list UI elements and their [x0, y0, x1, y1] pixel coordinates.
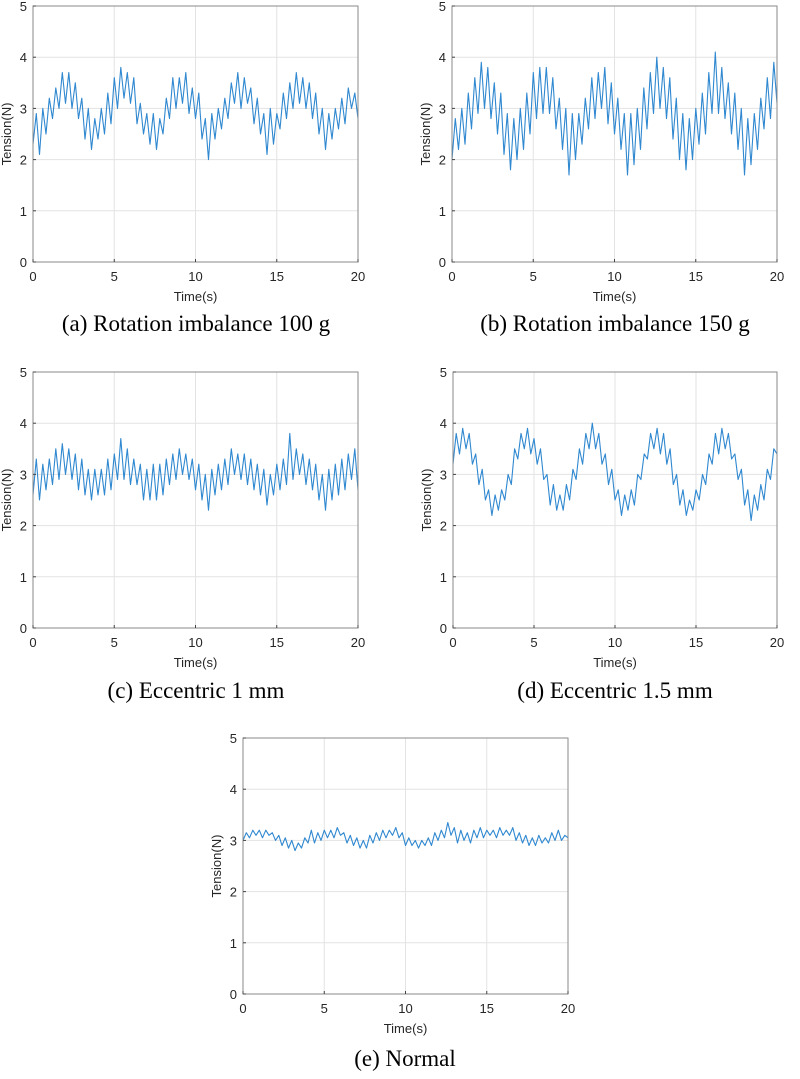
y-tick-label: 4 — [20, 416, 27, 431]
y-tick-label: 3 — [439, 101, 446, 116]
x-tick-label: 5 — [530, 269, 537, 284]
y-tick-label: 5 — [440, 365, 447, 380]
y-tick-label: 2 — [20, 519, 27, 534]
caption-c: (c) Eccentric 1 mm — [107, 678, 285, 703]
y-axis-label: Tension(N) — [0, 469, 14, 532]
y-axis-label: Tension(N) — [418, 103, 433, 166]
x-tick-label: 0 — [449, 635, 456, 650]
x-tick-label: 15 — [689, 269, 703, 284]
x-axis-label: Time(s) — [593, 289, 637, 304]
y-tick-label: 1 — [230, 936, 237, 951]
subplot-b: 0 5 10 15 20 0 1 2 3 4 5 Time(s) Tension(N) — [418, 0, 784, 304]
y-tick-label: 3 — [230, 833, 237, 848]
y-tick-label: 5 — [20, 0, 27, 14]
series-line — [452, 422, 778, 522]
x-tick-label: 5 — [111, 269, 118, 284]
y-tick-label: 4 — [230, 782, 237, 797]
x-axis-label: Time(s) — [384, 1021, 428, 1036]
x-axis-label: Time(s) — [174, 655, 218, 670]
x-tick-label: 20 — [770, 635, 784, 650]
x-tick-label: 10 — [188, 635, 202, 650]
y-tick-label: 0 — [439, 255, 446, 270]
x-tick-label: 10 — [608, 635, 622, 650]
x-tick-label: 0 — [448, 269, 455, 284]
y-tick-label: 3 — [440, 467, 447, 482]
y-tick-label: 2 — [439, 153, 446, 168]
y-tick-label: 0 — [440, 621, 447, 636]
x-tick-label: 15 — [480, 1001, 494, 1016]
y-tick-label: 1 — [439, 204, 446, 219]
y-tick-label: 5 — [439, 0, 446, 14]
series-line — [32, 432, 359, 511]
y-tick-label: 4 — [439, 50, 446, 65]
x-tick-label: 10 — [398, 1001, 412, 1016]
y-tick-label: 1 — [440, 570, 447, 585]
y-tick-label: 2 — [230, 885, 237, 900]
y-tick-label: 4 — [440, 416, 447, 431]
caption-b: (b) Rotation imbalance 150 g — [480, 311, 750, 336]
x-tick-label: 0 — [29, 269, 36, 284]
y-tick-label: 3 — [20, 467, 27, 482]
y-axis-label: Tension(N) — [419, 469, 434, 532]
x-tick-label: 10 — [188, 269, 202, 284]
y-tick-label: 3 — [20, 101, 27, 116]
x-tick-label: 15 — [689, 635, 703, 650]
x-axis-label: Time(s) — [174, 289, 218, 304]
x-tick-label: 0 — [29, 635, 36, 650]
x-tick-label: 0 — [239, 1001, 246, 1016]
x-tick-label: 20 — [770, 269, 784, 284]
x-tick-label: 20 — [351, 635, 365, 650]
x-axis-label: Time(s) — [593, 655, 637, 670]
series-line — [32, 66, 359, 161]
x-tick-label: 5 — [530, 635, 537, 650]
x-tick-label: 5 — [111, 635, 118, 650]
y-tick-label: 2 — [440, 519, 447, 534]
y-tick-label: 5 — [20, 365, 27, 380]
y-tick-label: 0 — [230, 987, 237, 1002]
caption-d: (d) Eccentric 1.5 mm — [517, 678, 713, 703]
y-axis-label: Tension(N) — [0, 103, 14, 166]
x-tick-label: 15 — [270, 269, 284, 284]
subplot-e: 0 5 10 15 20 0 1 2 3 4 5 Time(s) Tension(N) — [209, 731, 575, 1036]
y-tick-label: 1 — [20, 204, 27, 219]
subplot-d: 0 5 10 15 20 0 1 2 3 4 5 Time(s) Tension(N) — [419, 365, 784, 670]
subplot-c: 0 5 10 15 20 0 1 2 3 4 5 Time(s) Tension(N) — [0, 365, 365, 670]
caption-e: (e) Normal — [354, 1046, 456, 1071]
subplot-a: 0 5 10 15 20 0 1 2 3 4 5 Time(s) Tension(N) — [0, 0, 365, 304]
x-tick-label: 5 — [321, 1001, 328, 1016]
y-tick-label: 0 — [20, 621, 27, 636]
x-tick-label: 15 — [270, 635, 284, 650]
y-tick-label: 0 — [20, 255, 27, 270]
series-line — [451, 51, 778, 176]
x-tick-label: 20 — [561, 1001, 575, 1016]
y-tick-label: 4 — [20, 50, 27, 65]
x-tick-label: 10 — [607, 269, 621, 284]
x-tick-label: 20 — [351, 269, 365, 284]
caption-a: (a) Rotation imbalance 100 g — [61, 311, 331, 336]
series-line — [242, 821, 569, 852]
y-tick-label: 5 — [230, 731, 237, 746]
y-axis-label: Tension(N) — [209, 835, 224, 898]
y-tick-label: 2 — [20, 153, 27, 168]
y-tick-label: 1 — [20, 570, 27, 585]
